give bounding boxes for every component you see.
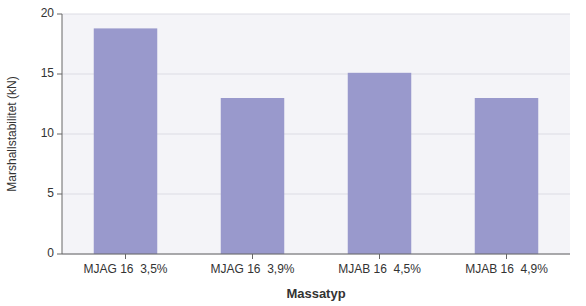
bar [475,98,539,254]
grid-line [62,254,570,255]
y-tick-label: 20 [41,6,55,20]
x-axis: MJAG 16 3,5% MJAG 16 3,9% MJAB 16 4,5% MJAB… [83,254,548,276]
x-tick-label: MJAG 16 3,5% [83,262,167,276]
y-tick-label: 10 [41,126,55,140]
bars [94,28,539,254]
y-tick [57,134,62,135]
grid-line [62,14,570,15]
x-tick-label: MJAB 16 4,5% [338,262,421,276]
x-tick [125,254,126,259]
x-tick-label: MJAG 16 3,9% [210,262,294,276]
x-axis-line [62,254,570,255]
y-tick-label: 0 [47,246,54,260]
chart-svg: 0 5 10 15 20 MJAG 16 3,5% MJAG 16 3,9% MJAB 16 … [0,0,586,306]
y-axis-line [62,14,63,254]
grid [62,14,570,254]
x-tick-label: MJAB 16 4,9% [465,262,548,276]
y-tick-label: 5 [47,186,54,200]
y-tick-label: 15 [41,66,55,80]
x-axis-label: Massatyp [286,286,345,301]
x-tick [379,254,380,259]
y-tick [57,194,62,195]
y-tick [57,14,62,15]
bar [348,73,412,254]
y-axis: 0 5 10 15 20 [41,6,62,260]
bar [94,28,158,254]
x-tick [506,254,507,259]
chart-container: 0 5 10 15 20 MJAG 16 3,5% MJAG 16 3,9% MJAB 16 … [0,0,586,306]
y-tick [57,254,62,255]
x-tick [252,254,253,259]
y-axis-label: Marshallstabilitet (kN) [5,76,19,191]
plot-background [62,14,570,254]
y-tick [57,74,62,75]
bar [221,98,285,254]
